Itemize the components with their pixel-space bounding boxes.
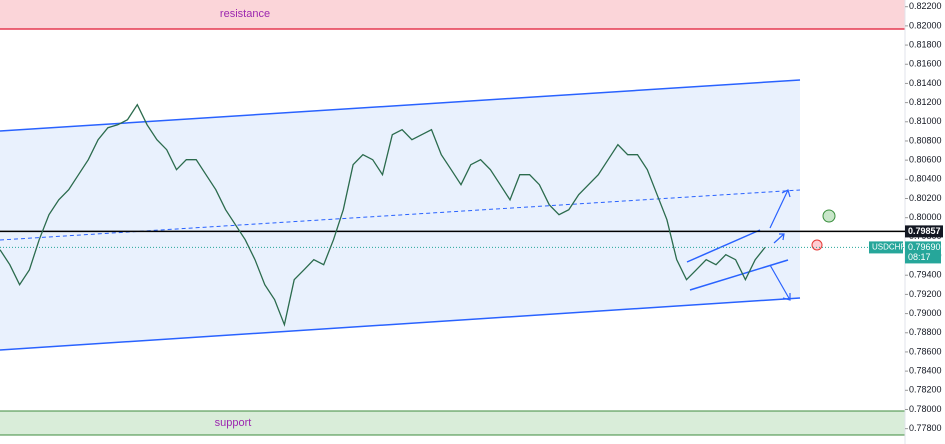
flag-bottom: [689, 259, 789, 291]
channel-top: [0, 79, 801, 132]
y-tick-label: 0.82200: [909, 1, 942, 11]
y-tick-label: 0.80800: [909, 135, 942, 145]
resistance-zone: [0, 0, 905, 29]
target-down: [811, 239, 823, 251]
symbol-box: [869, 241, 903, 254]
price-line: [0, 103, 766, 327]
flag-top: [686, 229, 761, 263]
y-tick-label: 0.78600: [909, 346, 942, 356]
last-price-box: [905, 241, 941, 264]
countdown-label: 08:17: [908, 252, 931, 262]
y-tick-label: 0.78400: [909, 365, 942, 375]
last-price-label: 0.79690: [908, 242, 941, 252]
y-tick-label: 0.79400: [909, 270, 942, 280]
y-tick-label: 0.78000: [909, 404, 942, 414]
y-tick-label: 0.80400: [909, 174, 942, 184]
y-tick-label: 0.81800: [909, 39, 942, 49]
level-box: [905, 225, 943, 238]
y-tick-label: 0.81200: [909, 97, 942, 107]
y-tick-label: 0.80200: [909, 193, 942, 203]
channel-bottom: [0, 297, 801, 351]
resistance-label: resistance: [220, 8, 270, 20]
y-tick-label: 0.79200: [909, 289, 942, 299]
support-zone: [0, 411, 905, 435]
y-tick-label: 0.80000: [909, 212, 942, 222]
level-label: 0.79857: [908, 226, 941, 236]
y-tick-label: 0.81400: [909, 78, 942, 88]
arrows: [769, 189, 791, 301]
y-tick-label: 0.80600: [909, 155, 942, 165]
target-up: [822, 209, 836, 223]
y-tick-label: 0.81000: [909, 116, 942, 126]
y-tick-label: 0.78800: [909, 327, 942, 337]
y-tick-label: 0.77800: [909, 423, 942, 433]
y-tick-label: 0.82000: [909, 20, 942, 30]
support-label: support: [215, 417, 252, 429]
y-tick-label: 0.78200: [909, 385, 942, 395]
y-tick-label: 0.79000: [909, 308, 942, 318]
symbol-label: USDCHF: [872, 243, 905, 252]
y-tick-label: 0.81600: [909, 59, 942, 69]
